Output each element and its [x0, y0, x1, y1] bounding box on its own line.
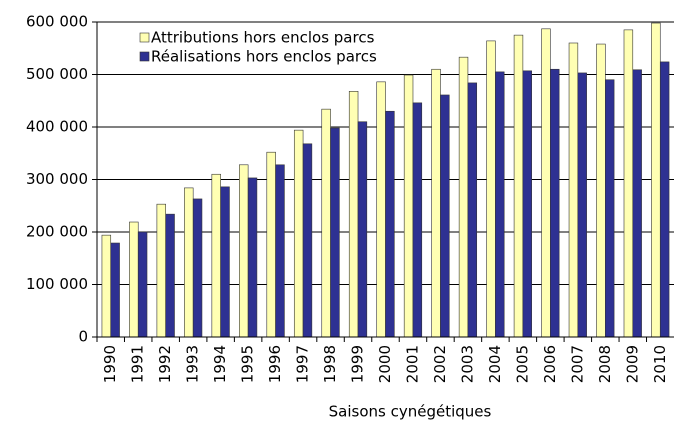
- x-tick-label: 1998: [321, 345, 339, 383]
- x-tick-label: 1990: [101, 345, 119, 383]
- x-tick-label: 1992: [156, 345, 174, 383]
- x-tick-label: 2001: [403, 345, 421, 383]
- legend-label: Attributions hors enclos parcs: [151, 29, 375, 47]
- bar: [357, 121, 368, 338]
- x-tick-label: 2009: [623, 345, 641, 383]
- bar: [495, 71, 505, 338]
- bar: [577, 72, 587, 338]
- bar: [412, 102, 423, 338]
- y-tick-label: 200 000: [26, 223, 88, 241]
- bar: [605, 79, 615, 338]
- bar: [192, 198, 203, 338]
- bar: [541, 28, 551, 338]
- bar: [247, 177, 258, 338]
- x-tick-label: 1993: [184, 345, 202, 383]
- bar: [568, 42, 579, 338]
- bar: [550, 68, 560, 338]
- bar: [522, 70, 532, 338]
- bar: [632, 69, 642, 338]
- x-tick-label: 2007: [568, 345, 586, 383]
- bar: [129, 221, 139, 338]
- bar: [321, 108, 331, 338]
- y-tick-label: 100 000: [26, 275, 88, 293]
- bar: [348, 91, 359, 338]
- bar: [403, 74, 414, 338]
- x-tick-label: 2002: [431, 345, 449, 383]
- y-tick-label: 600 000: [26, 13, 88, 31]
- bar: [156, 203, 166, 338]
- x-tick-label: 2006: [541, 345, 559, 383]
- bar: [211, 173, 221, 338]
- bar: [110, 242, 120, 338]
- bar: [431, 68, 441, 338]
- bar: [165, 213, 175, 338]
- bar: [486, 40, 496, 338]
- x-tick-label: 2000: [376, 345, 394, 383]
- bar: [440, 94, 450, 338]
- x-tick-label: 1994: [211, 345, 229, 383]
- bar: [293, 129, 304, 338]
- x-tick-label: 2008: [596, 345, 614, 383]
- x-tick-label: 1995: [239, 345, 257, 383]
- bar: [659, 61, 670, 338]
- bar: [376, 81, 386, 338]
- legend-label: Réalisations hors enclos parcs: [151, 48, 377, 66]
- x-tick-label: 2005: [513, 345, 531, 383]
- x-tick-label: 1991: [129, 345, 147, 383]
- y-tick-label: 400 000: [26, 118, 88, 136]
- x-axis-title: Saisons cynégétiques: [329, 403, 492, 421]
- bar: [101, 234, 112, 338]
- x-tick-label: 1997: [294, 345, 312, 383]
- bar: [596, 43, 606, 338]
- x-tick-label: 2004: [486, 345, 504, 383]
- bar: [266, 151, 276, 338]
- bar: [220, 186, 230, 338]
- x-tick-label: 1999: [349, 345, 367, 383]
- bar: [275, 164, 285, 338]
- bar: [137, 231, 148, 338]
- y-tick-label: 0: [78, 328, 88, 346]
- bar: [239, 164, 249, 338]
- bar: [513, 34, 524, 338]
- bar: [184, 187, 194, 338]
- bar: [385, 110, 395, 338]
- bar: [623, 29, 634, 338]
- bar: [651, 22, 661, 338]
- y-tick-label: 500 000: [26, 65, 88, 83]
- x-tick-label: 2010: [651, 345, 669, 383]
- x-tick-label: 2003: [458, 345, 476, 383]
- bar: [302, 143, 313, 338]
- bar: [330, 127, 340, 338]
- legend-swatch: [139, 32, 150, 43]
- bar: [467, 82, 478, 338]
- bar: [458, 56, 469, 338]
- y-tick-label: 300 000: [26, 170, 88, 188]
- legend-swatch: [139, 51, 150, 62]
- x-tick-label: 1996: [266, 345, 284, 383]
